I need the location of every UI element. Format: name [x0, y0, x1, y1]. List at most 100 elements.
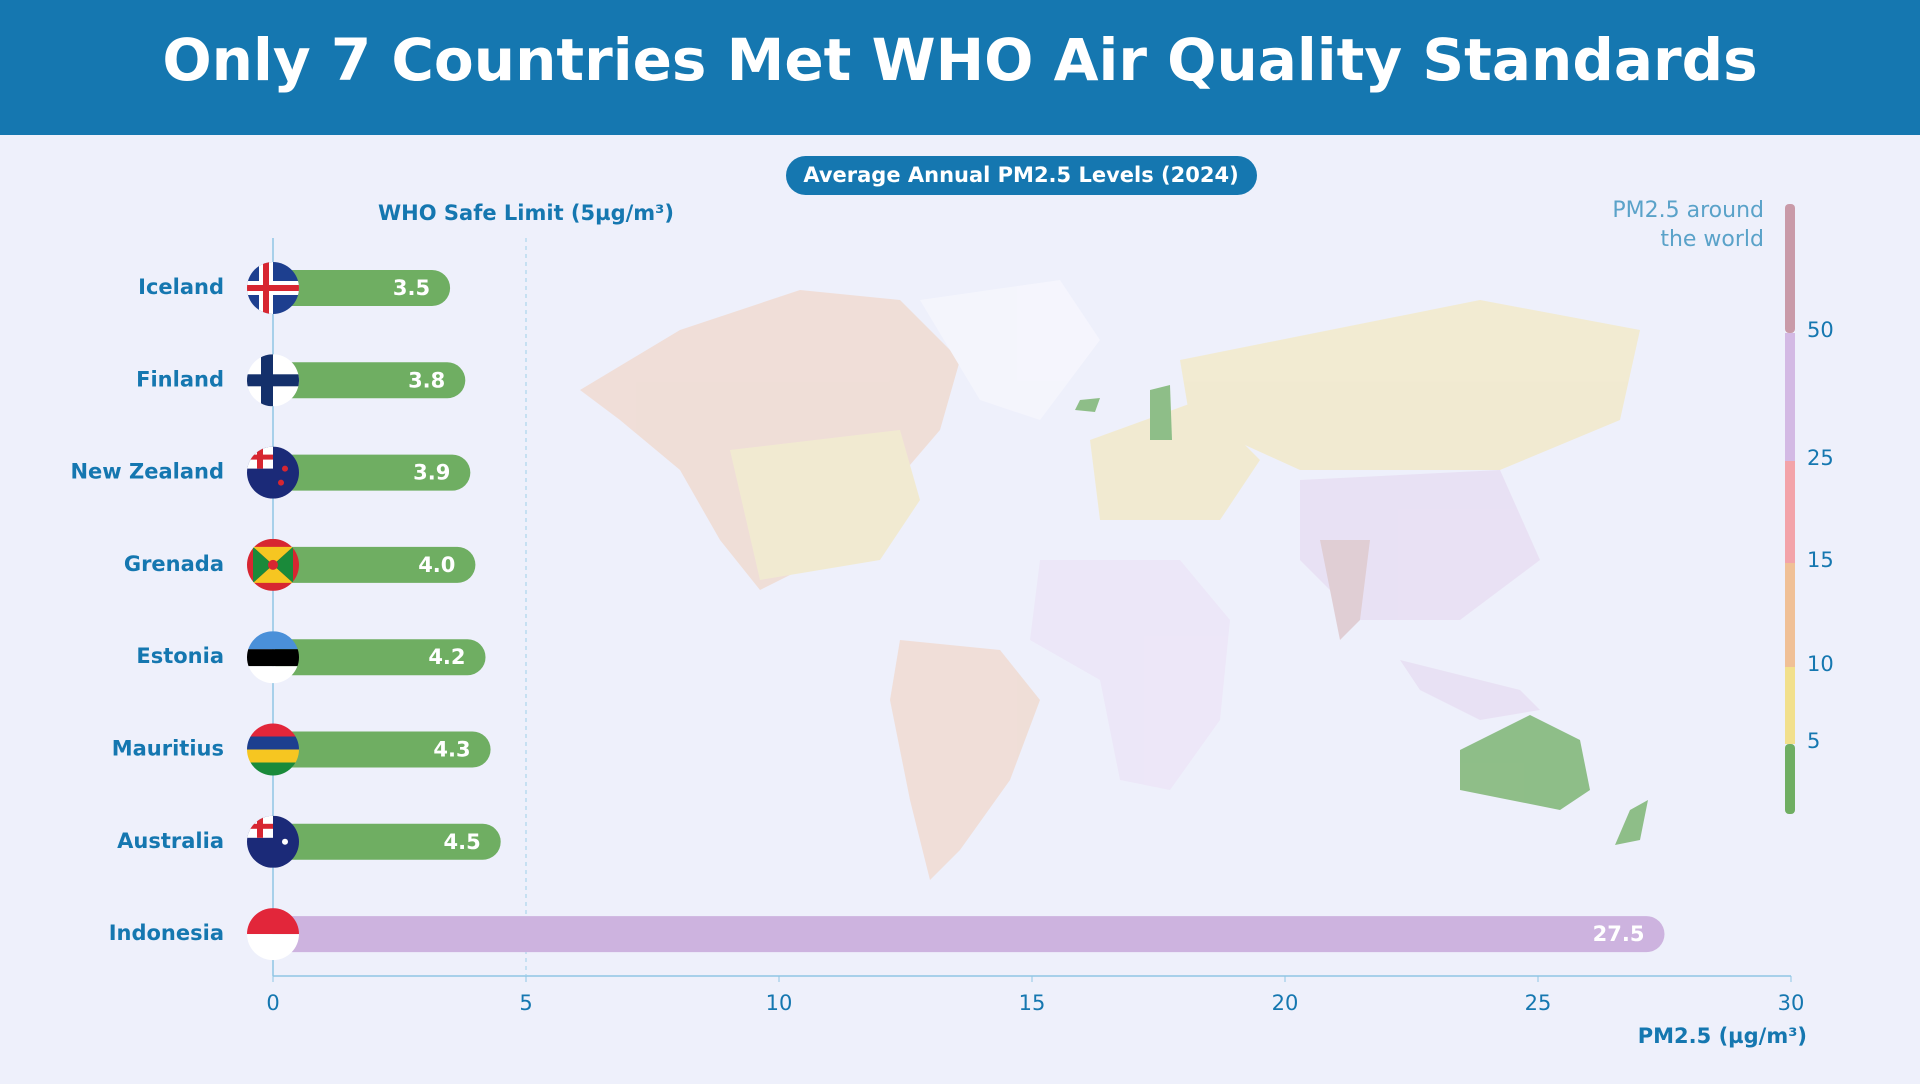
- colorbar-segment: [1785, 667, 1795, 744]
- bar: [273, 916, 1665, 953]
- x-tick-label: 15: [1019, 991, 1046, 1015]
- category-label: Estonia: [136, 644, 224, 668]
- x-tick-label: 5: [519, 991, 532, 1015]
- map-russia: [1180, 300, 1640, 470]
- flag: [247, 374, 299, 387]
- flag: [247, 285, 299, 291]
- x-tick-label: 10: [766, 991, 793, 1015]
- map-india: [1320, 540, 1370, 640]
- map-new-zealand: [1615, 800, 1648, 845]
- colorbar-title: the world: [1660, 227, 1764, 252]
- colorbar-tick-label: 15: [1807, 548, 1834, 572]
- subtitle: Average Annual PM2.5 Levels (2024): [803, 163, 1238, 187]
- flag-icon: [247, 446, 299, 499]
- colorbar-tick-label: 5: [1807, 729, 1820, 753]
- flag: [247, 649, 299, 667]
- flag-clip: [247, 815, 299, 868]
- flag: [247, 934, 299, 961]
- value-label: 4.2: [428, 645, 465, 669]
- flag: [273, 546, 293, 583]
- flag-icon: [247, 815, 299, 868]
- value-label: 4.5: [443, 830, 480, 854]
- flag-icon: [247, 354, 299, 407]
- chart-title: Only 7 Countries Met WHO Air Quality Sta…: [162, 26, 1757, 94]
- map-australia: [1460, 715, 1590, 810]
- flag-clip: [247, 908, 299, 961]
- x-axis-label: PM2.5 (µg/m³): [1638, 1024, 1807, 1048]
- flag: [278, 479, 284, 486]
- flag: [247, 454, 273, 460]
- value-label: 4.3: [433, 738, 470, 762]
- flag: [268, 559, 278, 570]
- colorbar-segment: [1785, 563, 1795, 667]
- map-south-america: [890, 640, 1040, 880]
- bar: [273, 546, 476, 583]
- category-label: Grenada: [124, 552, 224, 576]
- flag-clip: [247, 723, 299, 776]
- flag-icon: [247, 908, 299, 961]
- value-label: 3.5: [393, 276, 430, 300]
- category-label: New Zealand: [70, 460, 224, 484]
- flag-clip: [247, 446, 299, 499]
- flag: [247, 666, 299, 684]
- x-tick-label: 30: [1778, 991, 1805, 1015]
- colorbar-segment: [1785, 744, 1795, 814]
- x-tick-label: 25: [1525, 991, 1552, 1015]
- value-label: 3.8: [408, 368, 445, 392]
- flag-clip: [247, 631, 299, 684]
- bar: [273, 731, 491, 768]
- value-label: 3.9: [413, 461, 450, 485]
- subtitle-pill: [786, 156, 1257, 195]
- flag: [282, 838, 288, 845]
- map-indonesia: [1400, 660, 1540, 720]
- x-tick-label: 0: [266, 991, 279, 1015]
- colorbar-title: PM2.5 around: [1612, 198, 1764, 223]
- map-usa: [730, 430, 920, 580]
- x-tick-label: 20: [1272, 991, 1299, 1015]
- flag: [282, 465, 288, 472]
- world-map: [580, 280, 1648, 880]
- category-label: Iceland: [138, 275, 224, 299]
- flag-icon: [247, 723, 299, 776]
- category-label: Australia: [117, 829, 224, 853]
- colorbar-segment: [1785, 333, 1795, 461]
- flag: [253, 546, 293, 565]
- flag-clip: [247, 538, 299, 591]
- map-africa: [1030, 560, 1230, 790]
- flag-icon: [247, 538, 299, 591]
- bar: [273, 454, 471, 491]
- category-label: Mauritius: [112, 737, 224, 761]
- value-label: 27.5: [1593, 922, 1645, 946]
- bar: [273, 362, 466, 399]
- flag-icon: [247, 631, 299, 684]
- category-label: Indonesia: [109, 921, 224, 945]
- flag: [253, 546, 273, 583]
- header: [0, 0, 1920, 135]
- bar: [273, 639, 486, 676]
- flag: [247, 908, 299, 935]
- flag-clip: [247, 354, 299, 407]
- map-finland: [1150, 385, 1172, 440]
- flag-icon: [247, 262, 299, 314]
- map-iceland: [1075, 398, 1100, 412]
- flag: [247, 762, 299, 776]
- flag: [247, 631, 299, 650]
- map-greenland: [920, 280, 1100, 420]
- flag-clip: [247, 262, 299, 314]
- colorbar-segment: [1785, 461, 1795, 563]
- flag: [247, 736, 299, 750]
- value-label: 4.0: [418, 553, 455, 577]
- bar: [273, 823, 501, 860]
- flag: [247, 823, 273, 829]
- colorbar-tick-label: 25: [1807, 446, 1834, 470]
- flag: [253, 564, 293, 583]
- reference-label: WHO Safe Limit (5µg/m³): [378, 201, 674, 225]
- category-label: Finland: [136, 367, 224, 391]
- flag: [247, 749, 299, 763]
- colorbar-tick-label: 10: [1807, 652, 1834, 676]
- colorbar-segment: [1785, 204, 1795, 333]
- flag: [247, 723, 299, 737]
- colorbar-tick-label: 50: [1807, 318, 1834, 342]
